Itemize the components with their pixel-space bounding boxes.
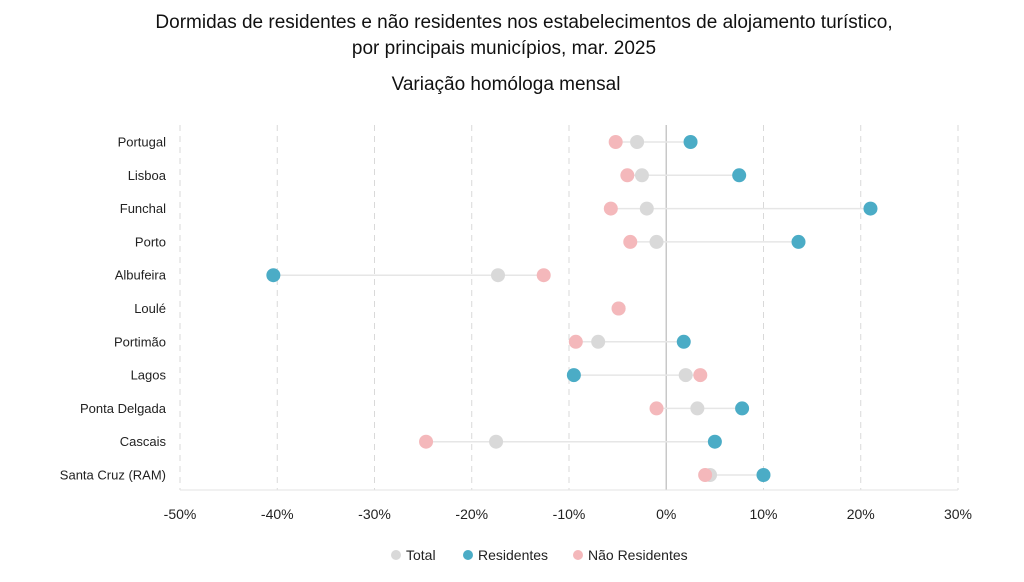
x-tick-label: 20% (847, 506, 875, 522)
point-residentes (566, 368, 581, 383)
grid-lines (179, 125, 959, 491)
x-tick-label: -50% (164, 506, 197, 522)
point-total (630, 135, 645, 149)
point-nao-residentes (698, 468, 713, 482)
point-total (649, 234, 664, 249)
point-nao-residentes (608, 135, 623, 149)
point-nao-residentes (603, 201, 618, 216)
point-nao-residentes (536, 268, 551, 283)
legend-label: Não Residentes (588, 547, 688, 563)
point-total (489, 434, 504, 449)
point-total (639, 201, 654, 216)
point-total (690, 401, 705, 416)
category-label: Portimão (114, 334, 166, 349)
category-label: Loulé (134, 301, 166, 316)
x-axis: -50% -40% -30% -20% -10% 0% 10% 20% 30% (164, 506, 972, 522)
chart-title-line2: por principais municípios, mar. 2025 (351, 38, 657, 59)
x-tick-label: 10% (749, 506, 777, 522)
point-nao-residentes (623, 234, 638, 249)
point-total (678, 368, 693, 383)
legend-marker-nao-residentes (573, 550, 583, 560)
point-residentes (707, 434, 722, 449)
category-label: Ponta Delgada (80, 401, 167, 416)
x-tick-label: -40% (261, 506, 294, 522)
legend-label: Residentes (478, 547, 548, 563)
point-nao-residentes (649, 401, 664, 416)
category-label: Cascais (120, 434, 167, 449)
category-label: Lagos (131, 368, 167, 383)
x-tick-label: 30% (944, 506, 972, 522)
point-residentes (735, 401, 750, 416)
point-residentes (732, 168, 747, 183)
point-residentes (756, 468, 771, 482)
x-tick-label: -20% (455, 506, 488, 522)
category-label: Portugal (118, 135, 167, 150)
x-tick-label: -30% (358, 506, 391, 522)
x-tick-label: 0% (656, 506, 676, 522)
point-residentes (863, 201, 878, 216)
point-nao-residentes (611, 301, 626, 316)
point-nao-residentes (620, 168, 635, 183)
legend: Total Residentes Não Residentes (391, 547, 688, 563)
point-nao-residentes (419, 434, 434, 449)
category-label: Albufeira (115, 268, 167, 283)
point-nao-residentes (568, 334, 583, 349)
point-residentes (676, 334, 691, 349)
point-residentes (683, 135, 698, 149)
chart-title: Dormidas de residentes e não residentes … (155, 12, 893, 33)
point-total (491, 268, 506, 283)
point-total (634, 168, 649, 183)
x-tick-label: -10% (553, 506, 586, 522)
chart-subtitle: Variação homóloga mensal (391, 74, 621, 95)
category-label: Porto (135, 234, 166, 249)
category-label: Lisboa (128, 168, 167, 183)
category-label: Santa Cruz (RAM) (60, 468, 166, 483)
point-residentes (791, 234, 806, 249)
point-residentes (266, 268, 281, 283)
category-label: Funchal (120, 201, 166, 216)
category-rows: Portugal Lisboa Funchal Porto Albufeira Loulé… (60, 135, 878, 483)
legend-marker-total (391, 550, 401, 560)
legend-marker-residentes (463, 550, 473, 560)
point-nao-residentes (693, 368, 708, 383)
point-total (591, 334, 606, 349)
legend-label: Total (406, 547, 436, 563)
